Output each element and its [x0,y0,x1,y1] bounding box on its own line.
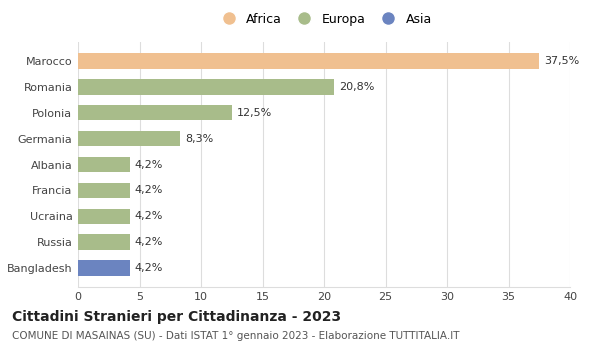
Bar [78,209,130,224]
Bar [78,183,130,198]
Text: 4,2%: 4,2% [134,160,163,169]
Text: Cittadini Stranieri per Cittadinanza - 2023: Cittadini Stranieri per Cittadinanza - 2… [12,310,341,324]
Text: 8,3%: 8,3% [185,134,213,143]
Text: 20,8%: 20,8% [339,82,374,92]
Bar [78,105,232,120]
Text: 12,5%: 12,5% [236,108,272,118]
Text: 4,2%: 4,2% [134,211,163,221]
Bar [78,260,130,276]
Bar [78,53,539,69]
Text: 4,2%: 4,2% [134,263,163,273]
Text: 4,2%: 4,2% [134,186,163,195]
Bar [78,79,334,95]
Bar [78,131,180,146]
Text: 4,2%: 4,2% [134,237,163,247]
Legend: Africa, Europa, Asia: Africa, Europa, Asia [211,8,437,31]
Text: COMUNE DI MASAINAS (SU) - Dati ISTAT 1° gennaio 2023 - Elaborazione TUTTITALIA.I: COMUNE DI MASAINAS (SU) - Dati ISTAT 1° … [12,331,460,341]
Text: 37,5%: 37,5% [544,56,580,66]
Bar [78,157,130,172]
Bar [78,234,130,250]
